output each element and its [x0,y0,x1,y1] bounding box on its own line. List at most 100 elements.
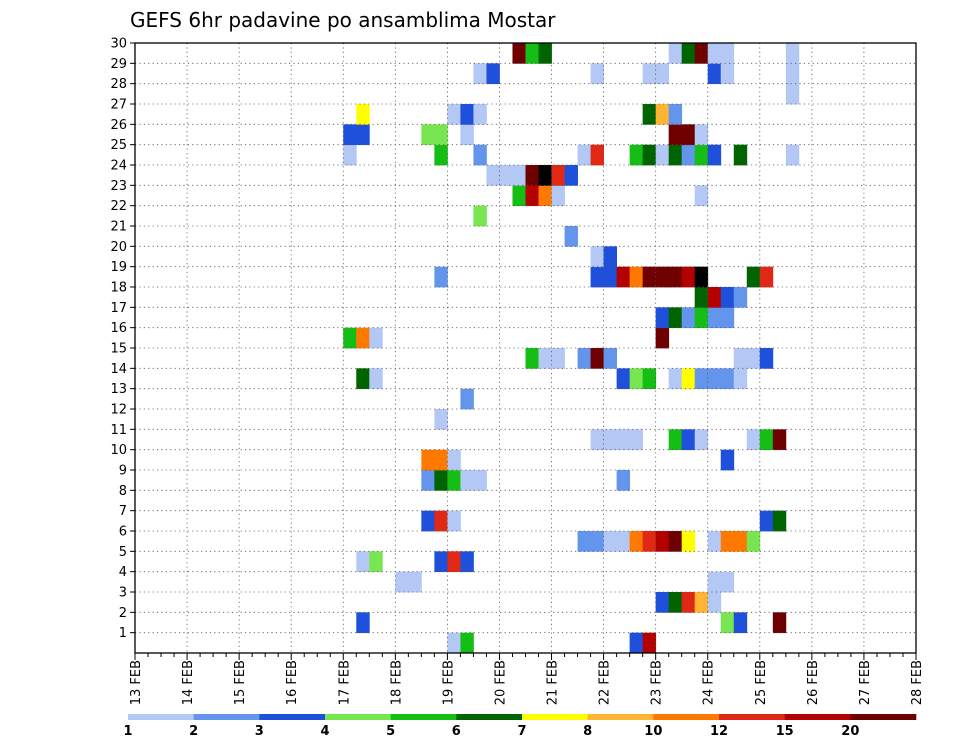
heatmap-cell [512,43,526,64]
heatmap-cell [421,510,435,532]
colorbar-label: 4 [320,724,329,739]
heatmap-cell [668,429,683,451]
heatmap-cell [720,612,735,634]
heatmap-cell [720,449,735,471]
heatmap-cell [694,266,709,288]
y-tick-label: 17 [110,301,127,316]
y-tick-label: 1 [119,626,127,641]
heatmap-cell [473,144,487,166]
heatmap-cell [473,104,487,125]
heatmap-cell [681,531,696,552]
x-tick-label: 16 FEB [285,660,300,705]
heatmap-cell [369,551,383,573]
heatmap-cell [655,592,670,613]
heatmap-cell [707,368,722,390]
heatmap-cell [408,571,422,593]
x-axis: 13 FEB 14 FEB 15 FEB 16 FEB 17 FEB 18 FEB 19 F… [129,653,925,705]
heatmap-cell [668,124,683,146]
y-tick-label: 12 [110,403,127,418]
heatmap-cell [473,63,487,85]
heatmap-cell [707,531,722,552]
heatmap-cell [538,185,552,207]
y-tick-label: 13 [110,382,127,397]
heatmap-cell [668,43,683,64]
heatmap-cell [629,368,644,390]
heatmap-cell [421,470,435,491]
heatmap-cell [460,470,474,491]
heatmap-cell [356,612,370,634]
heatmap-cell [694,124,709,146]
heatmap-cell [681,43,696,64]
heatmap-cell [343,124,357,146]
heatmap-cell [694,144,709,166]
heatmap-cell [629,632,644,654]
heatmap-cell [772,612,787,634]
y-tick-label: 22 [110,199,127,214]
colorbar-label: 2 [189,724,198,739]
heatmap-cell [759,510,774,532]
heatmap-cell [772,429,787,451]
heatmap-cell [577,144,591,166]
heatmap-cell [512,185,526,207]
y-tick-label: 11 [110,423,127,438]
heatmap-cell [434,124,448,146]
heatmap-cell [707,307,722,329]
heatmap-cell [525,348,539,369]
heatmap-cell [733,368,748,390]
y-tick-label: 27 [110,98,127,113]
heatmap-cell [681,266,696,288]
heatmap-cell [668,266,683,288]
y-tick-label: 30 [110,37,127,52]
heatmap-cell [694,429,709,451]
heatmap-cell [642,104,657,125]
heatmap-cell [486,165,500,186]
y-tick-label: 7 [119,504,127,519]
heatmap-cell [642,266,657,288]
y-tick-label: 6 [119,525,127,540]
heatmap-cell [603,531,618,552]
heatmap-cell [694,43,709,64]
x-tick-label: 20 FEB [493,660,508,705]
y-tick-label: 25 [110,138,127,153]
heatmap-cell [603,246,618,268]
heatmap-cell [369,368,383,390]
heatmap-cell [720,307,735,329]
heatmap-cell [629,429,644,451]
heatmap-cell [616,470,631,491]
heatmap-cell [681,592,696,613]
heatmap-cell [590,531,604,552]
heatmap-cell [460,124,474,146]
heatmap-cell [421,124,435,146]
heatmap-cell [694,592,709,613]
y-tick-label: 19 [110,260,127,275]
heatmap-cell [720,43,735,64]
heatmap-cell [460,632,474,654]
heatmap-cell [590,429,604,451]
y-tick-label: 15 [110,342,127,357]
heatmap-cell [785,83,800,105]
heatmap-cell [356,327,370,349]
heatmap-cell [720,63,735,85]
heatmap-cell [694,185,709,207]
x-tick-label: 18 FEB [389,660,404,705]
heatmap-cell [577,531,591,552]
heatmap-cell [616,368,631,390]
heatmap-cell [460,104,474,125]
x-tick-label: 13 FEB [129,660,144,705]
x-tick-label: 14 FEB [181,660,196,705]
heatmap-cell [356,368,370,390]
heatmap-cells [343,43,800,654]
heatmap-cell [655,63,670,85]
heatmap-cell [707,43,722,64]
colorbar-swatch [653,714,720,720]
heatmap-cell [356,104,370,125]
y-tick-label: 16 [110,321,127,336]
heatmap-cell [720,531,735,552]
heatmap-cell [603,429,618,451]
heatmap-cell [668,104,683,125]
y-tick-label: 9 [119,464,127,479]
heatmap-cell [447,470,461,491]
heatmap-cell [590,144,604,166]
heatmap-cell [551,348,565,369]
y-tick-label: 8 [119,484,127,499]
